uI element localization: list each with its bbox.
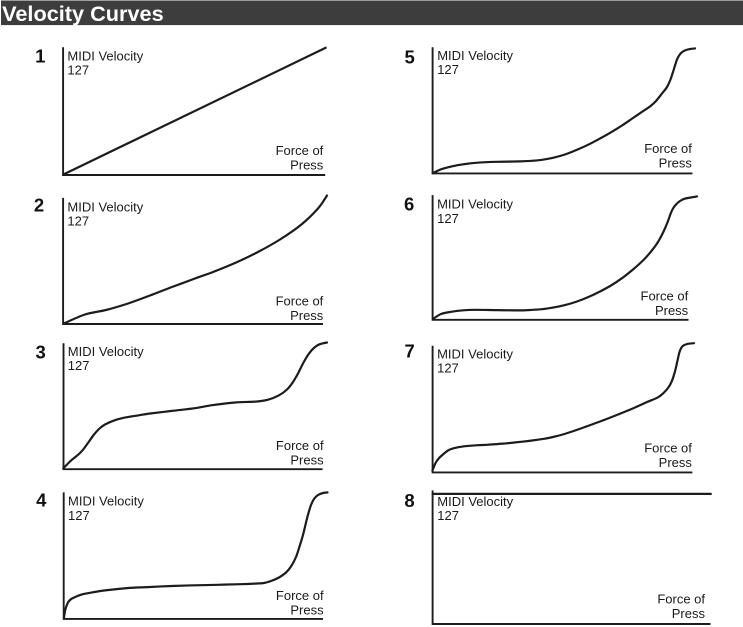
svg-text:Velocity Curves: Velocity Curves [2, 1, 164, 26]
svg-text:Force of: Force of [276, 294, 324, 309]
svg-text:Force of: Force of [657, 591, 705, 606]
svg-text:2: 2 [34, 194, 44, 215]
svg-text:3: 3 [35, 341, 45, 362]
svg-text:MIDI Velocity: MIDI Velocity [437, 346, 513, 361]
svg-text:Force of: Force of [276, 143, 324, 158]
svg-text:MIDI Velocity: MIDI Velocity [437, 48, 513, 63]
svg-text:Force of: Force of [644, 141, 692, 156]
svg-text:Press: Press [659, 156, 693, 171]
svg-text:127: 127 [437, 62, 459, 77]
svg-text:MIDI Velocity: MIDI Velocity [68, 344, 144, 359]
svg-text:5: 5 [405, 47, 415, 68]
svg-text:Force of: Force of [276, 588, 324, 603]
svg-text:MIDI Velocity: MIDI Velocity [67, 49, 143, 64]
svg-text:Press: Press [672, 606, 706, 621]
svg-text:7: 7 [405, 341, 415, 362]
svg-text:127: 127 [67, 214, 89, 229]
svg-text:127: 127 [68, 358, 90, 373]
svg-text:MIDI Velocity: MIDI Velocity [67, 200, 143, 215]
svg-text:4: 4 [36, 489, 47, 510]
svg-text:Force of: Force of [641, 289, 689, 304]
svg-text:127: 127 [437, 361, 459, 376]
svg-text:Press: Press [659, 455, 693, 470]
svg-text:127: 127 [437, 508, 459, 523]
svg-text:Force of: Force of [276, 438, 324, 453]
svg-text:Press: Press [655, 303, 689, 318]
svg-text:Press: Press [290, 603, 324, 618]
svg-text:MIDI Velocity: MIDI Velocity [68, 494, 144, 509]
svg-text:127: 127 [67, 63, 89, 78]
svg-text:MIDI Velocity: MIDI Velocity [437, 197, 513, 212]
svg-text:Press: Press [290, 452, 324, 467]
svg-text:1: 1 [35, 46, 45, 67]
svg-text:Press: Press [290, 158, 324, 173]
svg-text:127: 127 [68, 508, 90, 523]
svg-text:127: 127 [437, 211, 459, 226]
svg-text:MIDI Velocity: MIDI Velocity [437, 494, 513, 509]
svg-text:6: 6 [404, 194, 414, 215]
svg-text:Press: Press [290, 308, 324, 323]
svg-text:Force of: Force of [644, 441, 692, 456]
svg-text:8: 8 [404, 490, 414, 511]
